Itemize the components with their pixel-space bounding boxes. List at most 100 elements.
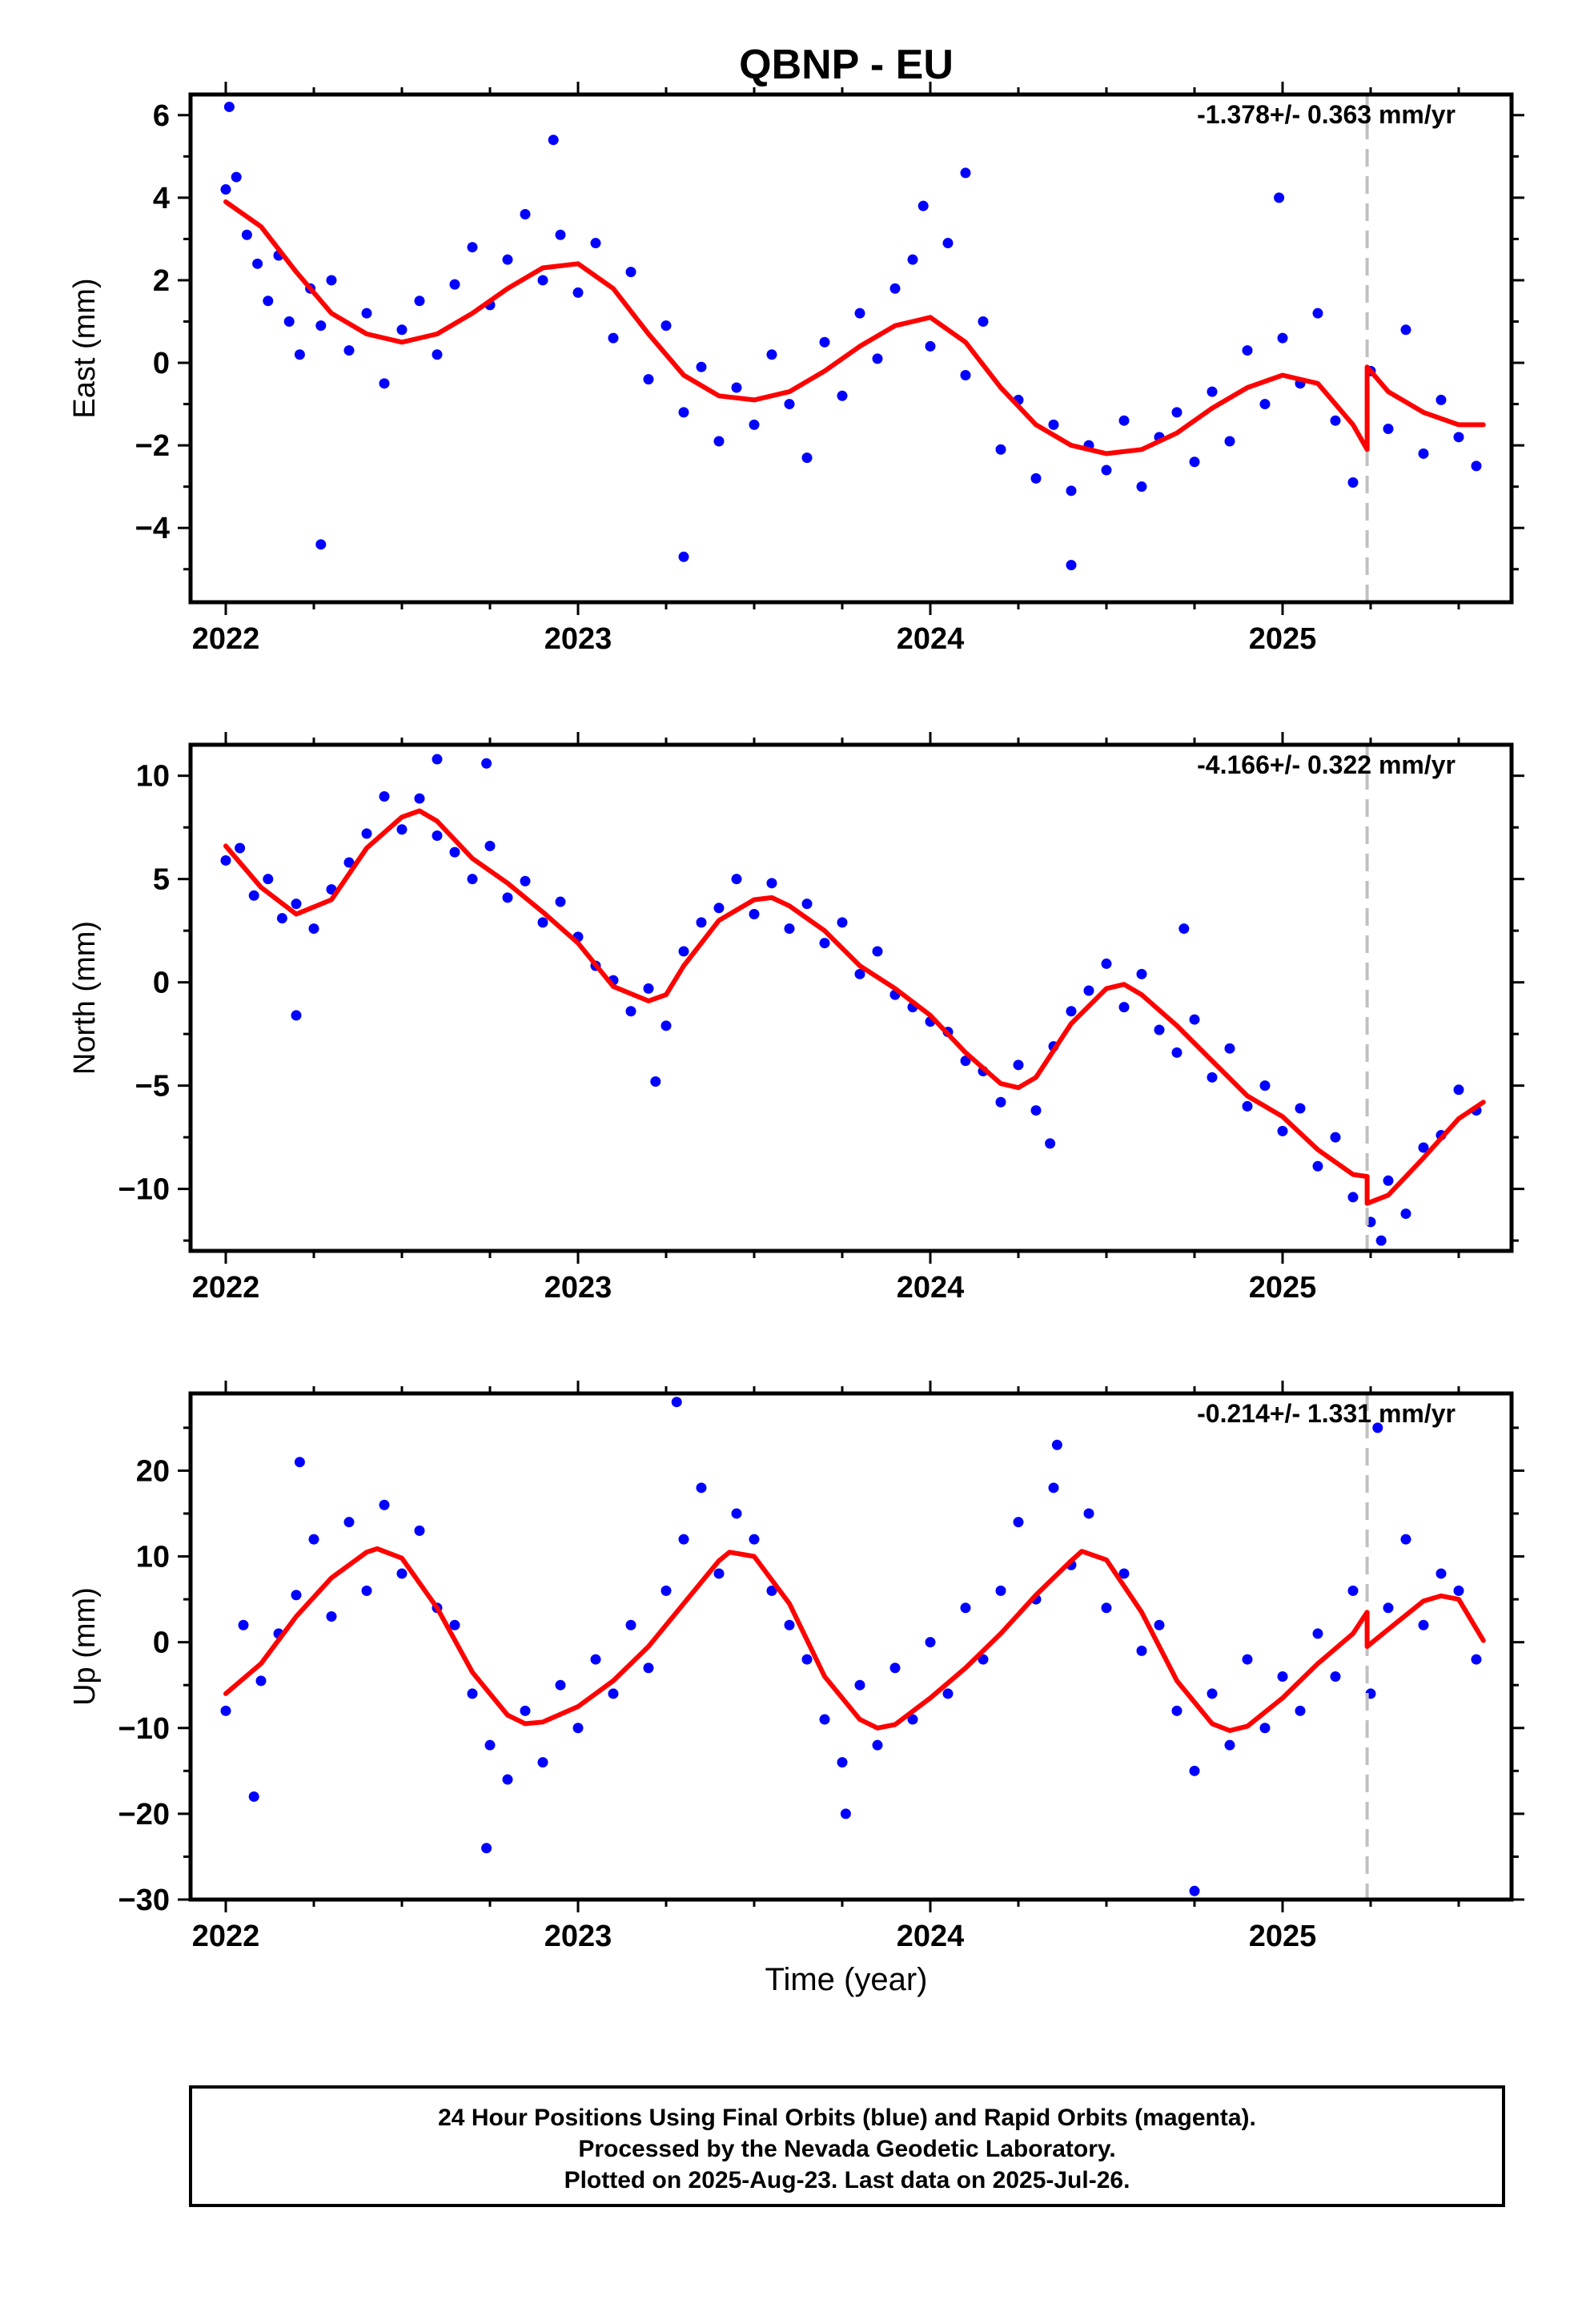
north-data-point [661, 1020, 672, 1031]
x-axis-label: Time (year) [765, 1962, 928, 1997]
east-data-point [467, 242, 478, 253]
figure-title: QBNP - EU [739, 42, 954, 88]
north-data-point [520, 875, 531, 887]
up-panel: 2022 2023 2024 2025 −30 −20 −10 0 10 20 Up (mm) -0.… [68, 1381, 1524, 1953]
up-data-point [414, 1525, 425, 1536]
east-data-point [1274, 192, 1285, 203]
east-data-point [925, 340, 936, 352]
north-data-point [467, 874, 478, 885]
up-data-point [978, 1654, 989, 1665]
up-data-point [1224, 1739, 1235, 1751]
up-data-point [484, 1739, 496, 1751]
north-data-point [432, 830, 443, 842]
east-data-point [1048, 419, 1059, 430]
up-data-point [343, 1517, 355, 1528]
north-data-point [1375, 1235, 1387, 1246]
up-data-point [1471, 1654, 1482, 1665]
up-data-point [1312, 1628, 1323, 1639]
north-data-point [784, 923, 795, 935]
east-data-point [326, 275, 337, 286]
east-data-point [643, 374, 654, 385]
north-data-point [960, 1055, 971, 1067]
north-data-point [1101, 958, 1112, 969]
up-data-point [1207, 1688, 1218, 1699]
east-data-point [678, 551, 689, 562]
east-data-point [1207, 386, 1218, 397]
north-data-point [276, 913, 287, 924]
up-data-point [1013, 1517, 1024, 1528]
north-data-point [220, 854, 231, 866]
east-data-point [379, 378, 390, 389]
up-data-point [255, 1675, 267, 1687]
north-data-point [291, 899, 302, 910]
east-data-point [749, 419, 760, 430]
north-x-tick-label: 2022 [192, 1271, 260, 1305]
up-data-point [907, 1714, 918, 1725]
east-data-point [241, 229, 252, 240]
east-data-point [1277, 332, 1288, 344]
footer-line-3: Plotted on 2025-Aug-23. Last data on 202… [564, 2167, 1130, 2193]
up-y-tick-label: 10 [136, 1541, 170, 1574]
up-x-tick-label: 2023 [544, 1920, 612, 1953]
up-data-point [889, 1663, 901, 1674]
up-data-point [590, 1654, 601, 1665]
up-y-tick-label: −30 [118, 1884, 170, 1917]
up-data-point [696, 1482, 707, 1494]
north-data-point [291, 1010, 302, 1021]
north-plot-content [220, 745, 1486, 1251]
up-data-point [925, 1637, 936, 1648]
east-y-tick-label: −4 [135, 512, 170, 545]
north-data-point [484, 840, 496, 851]
up-data-point [1136, 1645, 1147, 1656]
east-data-point [1400, 324, 1411, 336]
up-plot-content [220, 1393, 1486, 1900]
east-data-point [960, 370, 971, 381]
up-data-point [942, 1688, 954, 1699]
up-data-point [291, 1590, 302, 1601]
north-data-point [555, 896, 566, 907]
east-data-point [414, 296, 425, 307]
north-data-point [1418, 1142, 1429, 1153]
east-y-axis-label: East (mm) [68, 278, 102, 418]
north-data-point [537, 917, 548, 928]
east-y-tick-label: 6 [153, 99, 170, 133]
north-data-point [263, 874, 274, 885]
east-data-point [520, 208, 531, 219]
east-data-point [801, 452, 813, 464]
east-rate-annotation: -1.378+/- 0.363 mm/yr [1197, 100, 1456, 129]
north-data-point [995, 1096, 1006, 1108]
north-data-point [1083, 985, 1094, 996]
east-data-point [872, 353, 883, 364]
north-data-point [731, 874, 742, 885]
east-data-point [766, 349, 777, 360]
east-data-point [432, 349, 443, 360]
north-data-point [1171, 1047, 1182, 1058]
north-data-point [854, 968, 865, 979]
east-data-point [907, 254, 918, 265]
north-y-tick-label: −5 [135, 1070, 170, 1104]
east-data-point [696, 361, 707, 372]
east-data-point [283, 316, 295, 327]
north-data-point [696, 917, 707, 928]
up-data-point [1277, 1671, 1288, 1682]
east-data-point [889, 283, 901, 294]
up-data-point [995, 1585, 1006, 1596]
east-data-point [315, 539, 327, 550]
up-data-point [1048, 1482, 1059, 1494]
up-data-point [572, 1723, 584, 1734]
east-data-point [223, 101, 235, 112]
up-data-point [1383, 1602, 1394, 1614]
north-data-point [749, 909, 760, 920]
east-y-tick-label: 2 [153, 264, 170, 298]
up-data-point [960, 1602, 971, 1614]
up-data-point [713, 1568, 725, 1579]
north-data-point [1207, 1072, 1218, 1083]
up-data-point [520, 1705, 531, 1716]
east-data-point [1418, 448, 1429, 459]
north-data-point [1295, 1103, 1306, 1114]
east-data-point [315, 320, 327, 332]
east-data-point [1383, 424, 1394, 435]
north-data-point [837, 917, 848, 928]
up-data-point [1242, 1654, 1253, 1665]
east-data-point [396, 324, 408, 336]
